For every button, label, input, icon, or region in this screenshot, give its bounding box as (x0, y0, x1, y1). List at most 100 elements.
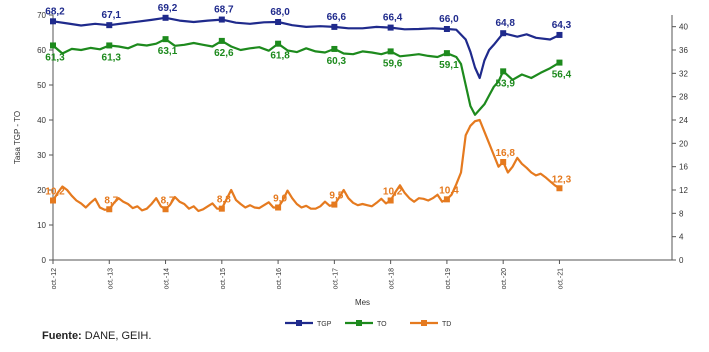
x-tick-label: oct.-18 (389, 268, 396, 290)
y-tick-label-left: 50 (37, 81, 46, 90)
data-label-td: 8,7 (104, 195, 118, 206)
legend: TGP TO TD (285, 320, 451, 328)
y-tick-label-right: 36 (679, 46, 688, 55)
legend-marker-to (356, 320, 362, 326)
marker-to (50, 42, 56, 49)
marker-to (162, 36, 169, 43)
data-label-to: 53,9 (495, 78, 515, 89)
marker-td (162, 206, 169, 213)
marker-tgp (50, 18, 56, 25)
series-line-td (52, 118, 561, 213)
marker-td (331, 201, 338, 208)
data-label-tgp: 69,2 (158, 3, 178, 14)
data-label-tgp: 68,2 (45, 6, 65, 17)
marker-to (387, 48, 394, 55)
marker-tgp (387, 24, 394, 31)
legend-marker-td (421, 320, 427, 326)
data-label-tgp: 68,0 (270, 7, 290, 18)
y-tick-label-right: 24 (679, 116, 688, 125)
data-label-td: 10,2 (45, 187, 65, 198)
axes: 0 10 20 30 40 50 60 70 0 4 8 12 16 20 24 28 32 36 40 oct.-1… (13, 11, 688, 307)
y-tick-label-right: 16 (679, 163, 688, 172)
data-label-tgp: 66,4 (383, 13, 403, 24)
data-label-to: 59,6 (383, 58, 403, 69)
x-axis-title: Mes (355, 298, 370, 307)
y-tick-label-left: 70 (37, 11, 46, 20)
y-axis-title: Tasa TGP - TO (13, 111, 22, 164)
y-tick-label-right: 20 (679, 139, 688, 148)
marker-to (275, 40, 282, 47)
x-tick-label: oct.-12 (51, 268, 58, 290)
x-tick-label: oct.-21 (557, 268, 564, 290)
y-tick-label-right: 32 (679, 69, 688, 78)
data-label-to: 61,3 (45, 52, 65, 63)
marker-td (218, 205, 225, 212)
data-label-td: 8,8 (217, 195, 231, 206)
y-tick-label-right: 12 (679, 186, 688, 195)
series-layer (50, 14, 563, 213)
x-tick-label: oct.-17 (332, 268, 339, 290)
legend-marker-tgp (296, 320, 302, 326)
legend-label-td: TD (442, 321, 451, 328)
data-label-to: 62,6 (214, 48, 234, 59)
marker-td (387, 197, 394, 204)
marker-td (500, 159, 507, 165)
data-label-to: 56,4 (552, 70, 572, 81)
data-label-tgp: 67,1 (102, 10, 122, 21)
data-label-to: 63,1 (158, 46, 178, 57)
x-tick-label: oct.-15 (220, 268, 227, 290)
data-label-to: 61,3 (102, 52, 122, 63)
y-tick-label-right: 40 (679, 23, 688, 32)
x-tick-label: oct.-20 (501, 268, 508, 290)
series-line-to (52, 38, 561, 116)
data-label-tgp: 68,7 (214, 5, 234, 16)
data-labels: 68,2 67,1 69,2 68,7 68,0 66,6 66,4 66,0 64,8 64,3… (45, 3, 571, 206)
data-label-td: 9,5 (329, 191, 343, 202)
marker-to (331, 45, 338, 52)
marker-to (556, 59, 563, 66)
source-note: Fuente: DANE, GEIH. (42, 330, 151, 342)
data-label-tgp: 64,8 (495, 18, 515, 29)
y-tick-label-right: 28 (679, 93, 688, 102)
marker-tgp (106, 22, 113, 29)
data-label-td: 10,4 (439, 185, 459, 196)
y-tick-label-right: 0 (679, 256, 684, 265)
marker-tgp (218, 16, 225, 23)
marker-tgp (275, 19, 282, 25)
y-tick-label-right: 4 (679, 233, 684, 242)
x-tick-label: oct.-14 (164, 268, 171, 290)
marker-to (106, 42, 113, 49)
data-label-to: 59,1 (439, 60, 459, 71)
data-label-to: 60,3 (327, 56, 347, 67)
marker-tgp (556, 31, 563, 38)
data-label-td: 9,0 (273, 194, 287, 205)
y-tick-label-left: 10 (37, 221, 46, 230)
data-label-td: 8,7 (161, 195, 175, 206)
marker-tgp (500, 30, 507, 37)
legend-label-to: TO (377, 321, 387, 328)
data-label-tgp: 66,6 (327, 12, 347, 23)
marker-to (443, 50, 450, 57)
marker-td (443, 196, 450, 203)
y-tick-label-left: 0 (42, 256, 47, 265)
data-label-td: 10,2 (383, 187, 403, 198)
y-tick-label-left: 20 (37, 186, 46, 195)
y-tick-label-right: 8 (679, 209, 684, 218)
source-label: Fuente: (42, 330, 82, 342)
legend-label-tgp: TGP (317, 321, 332, 328)
marker-td (50, 197, 56, 204)
marker-tgp (443, 26, 450, 32)
y-tick-label-left: 30 (37, 151, 46, 160)
data-label-to: 61,8 (270, 51, 290, 62)
marker-td (275, 204, 282, 211)
data-label-tgp: 66,0 (439, 14, 459, 25)
x-tick-label: oct.-16 (276, 268, 283, 290)
marker-td (106, 206, 113, 213)
data-label-td: 12,3 (552, 174, 572, 185)
x-tick-label: oct.-19 (445, 268, 452, 290)
marker-tgp (162, 14, 169, 21)
y-tick-label-left: 40 (37, 116, 46, 125)
x-tick-label: oct.-13 (107, 268, 114, 290)
marker-to (218, 37, 225, 44)
